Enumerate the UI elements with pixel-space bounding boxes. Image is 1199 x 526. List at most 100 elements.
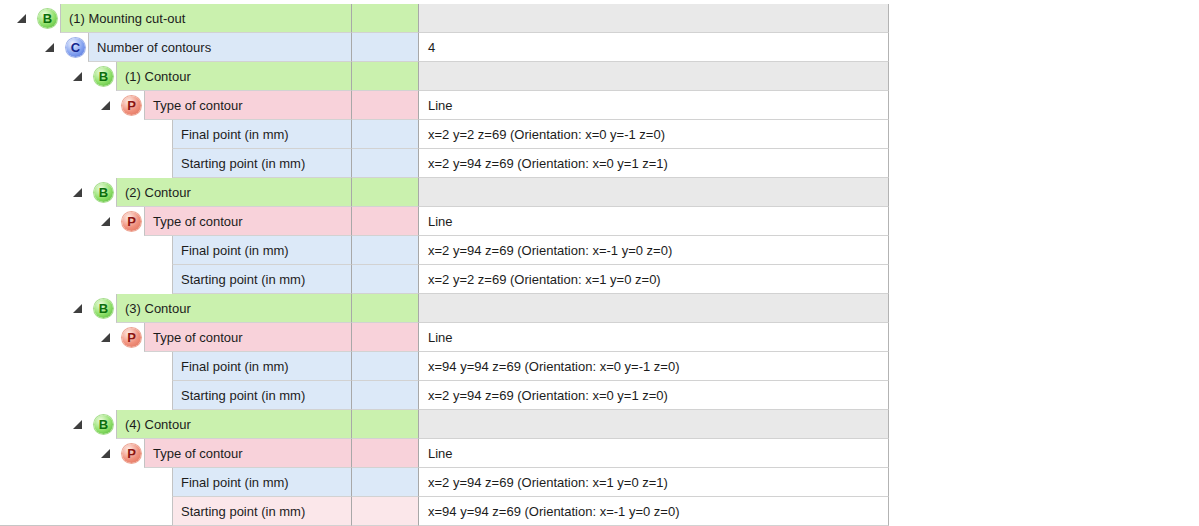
- b-badge-icon: B: [94, 183, 113, 202]
- property-value-cell[interactable]: x=2 y=2 z=69 (Orientation: x=0 y=-1 z=0): [419, 120, 889, 149]
- spacer-cell: [352, 4, 419, 33]
- property-label-cell[interactable]: Starting point (in mm): [172, 497, 352, 526]
- property-value-cell[interactable]: 4: [419, 33, 889, 62]
- property-label-cell[interactable]: Type of contour: [144, 207, 352, 236]
- expand-collapse-icon[interactable]: [73, 188, 82, 197]
- property-value-cell[interactable]: x=2 y=94 z=69 (Orientation: x=0 y=1 z=1): [419, 149, 889, 178]
- property-value-cell[interactable]: x=2 y=94 z=69 (Orientation: x=1 y=0 z=1): [419, 468, 889, 497]
- property-label-cell[interactable]: (4) Contour: [116, 410, 352, 439]
- tree-indent: [0, 381, 172, 410]
- property-value-cell[interactable]: x=94 y=94 z=69 (Orientation: x=-1 y=0 z=…: [419, 497, 889, 526]
- spacer-cell: [352, 120, 419, 149]
- p-badge-icon: P: [122, 212, 141, 231]
- property-label-cell[interactable]: Type of contour: [144, 323, 352, 352]
- tree-indent: B: [0, 4, 60, 33]
- spacer-cell: [352, 149, 419, 178]
- tree-row: P Type of contour Line: [0, 323, 889, 352]
- tree-row: B (4) Contour: [0, 410, 889, 439]
- property-label-cell[interactable]: Final point (in mm): [172, 120, 352, 149]
- spacer-cell: [352, 33, 419, 62]
- property-value-cell[interactable]: x=2 y=2 z=69 (Orientation: x=1 y=0 z=0): [419, 265, 889, 294]
- tree-row: Final point (in mm) x=2 y=2 z=69 (Orient…: [0, 120, 889, 149]
- spacer-cell: [352, 352, 419, 381]
- tree-indent: P: [0, 323, 144, 352]
- property-label-cell[interactable]: Type of contour: [144, 91, 352, 120]
- spacer-cell: [352, 323, 419, 352]
- property-label-cell[interactable]: Type of contour: [144, 439, 352, 468]
- property-label-cell[interactable]: (1) Mounting cut-out: [60, 4, 352, 33]
- property-value-cell[interactable]: x=94 y=94 z=69 (Orientation: x=0 y=-1 z=…: [419, 352, 889, 381]
- tree-row: P Type of contour Line: [0, 91, 889, 120]
- expand-collapse-icon[interactable]: [73, 72, 82, 81]
- tree-row: B (2) Contour: [0, 178, 889, 207]
- tree-row: B (1) Contour: [0, 62, 889, 91]
- tree-indent: B: [0, 62, 116, 91]
- tree-indent: [0, 120, 172, 149]
- property-label-cell[interactable]: (3) Contour: [116, 294, 352, 323]
- tree-indent: C: [0, 33, 88, 62]
- property-value-cell[interactable]: [419, 294, 889, 323]
- property-value-cell[interactable]: Line: [419, 207, 889, 236]
- tree-indent: B: [0, 410, 116, 439]
- property-value-cell[interactable]: [419, 62, 889, 91]
- b-badge-icon: B: [94, 415, 113, 434]
- property-label-cell[interactable]: Final point (in mm): [172, 352, 352, 381]
- property-label-cell[interactable]: Final point (in mm): [172, 468, 352, 497]
- tree-row: Final point (in mm) x=2 y=94 z=69 (Orien…: [0, 236, 889, 265]
- property-tree-table: B (1) Mounting cut-out C Number of conto…: [0, 0, 889, 526]
- tree-row: Starting point (in mm) x=94 y=94 z=69 (O…: [0, 497, 889, 526]
- tree-row: B (1) Mounting cut-out: [0, 4, 889, 33]
- property-value-cell[interactable]: x=2 y=94 z=69 (Orientation: x=0 y=1 z=0): [419, 381, 889, 410]
- spacer-cell: [352, 207, 419, 236]
- property-value-cell[interactable]: [419, 410, 889, 439]
- property-label-cell[interactable]: (2) Contour: [116, 178, 352, 207]
- spacer-cell: [352, 236, 419, 265]
- expand-collapse-icon[interactable]: [101, 333, 110, 342]
- tree-indent: [0, 497, 172, 526]
- tree-row: Starting point (in mm) x=2 y=94 z=69 (Or…: [0, 149, 889, 178]
- tree-row: P Type of contour Line: [0, 439, 889, 468]
- spacer-cell: [352, 91, 419, 120]
- spacer-cell: [352, 439, 419, 468]
- expand-collapse-icon[interactable]: [73, 420, 82, 429]
- tree-row: P Type of contour Line: [0, 207, 889, 236]
- tree-row: C Number of contours 4: [0, 33, 889, 62]
- property-label-cell[interactable]: Starting point (in mm): [172, 149, 352, 178]
- tree-indent: [0, 236, 172, 265]
- expand-collapse-icon[interactable]: [101, 217, 110, 226]
- spacer-cell: [352, 381, 419, 410]
- tree-indent: P: [0, 91, 144, 120]
- property-label-cell[interactable]: (1) Contour: [116, 62, 352, 91]
- property-label-cell[interactable]: Number of contours: [88, 33, 352, 62]
- property-value-cell[interactable]: Line: [419, 323, 889, 352]
- property-label-cell[interactable]: Starting point (in mm): [172, 381, 352, 410]
- tree-indent: [0, 265, 172, 294]
- tree-indent: P: [0, 439, 144, 468]
- property-value-cell[interactable]: Line: [419, 91, 889, 120]
- expand-collapse-icon[interactable]: [101, 101, 110, 110]
- expand-collapse-icon[interactable]: [17, 14, 26, 23]
- tree-indent: [0, 149, 172, 178]
- spacer-cell: [352, 468, 419, 497]
- p-badge-icon: P: [122, 444, 141, 463]
- tree-indent: B: [0, 294, 116, 323]
- property-value-cell[interactable]: [419, 178, 889, 207]
- tree-row: Starting point (in mm) x=2 y=2 z=69 (Ori…: [0, 265, 889, 294]
- property-value-cell[interactable]: [419, 4, 889, 33]
- tree-row: Starting point (in mm) x=2 y=94 z=69 (Or…: [0, 381, 889, 410]
- spacer-cell: [352, 62, 419, 91]
- property-value-cell[interactable]: x=2 y=94 z=69 (Orientation: x=-1 y=0 z=0…: [419, 236, 889, 265]
- tree-row: Final point (in mm) x=2 y=94 z=69 (Orien…: [0, 468, 889, 497]
- expand-collapse-icon[interactable]: [101, 449, 110, 458]
- expand-collapse-icon[interactable]: [73, 304, 82, 313]
- b-badge-icon: B: [94, 67, 113, 86]
- tree-row: B (3) Contour: [0, 294, 889, 323]
- spacer-cell: [352, 410, 419, 439]
- property-label-cell[interactable]: Starting point (in mm): [172, 265, 352, 294]
- tree-row: Final point (in mm) x=94 y=94 z=69 (Orie…: [0, 352, 889, 381]
- tree-indent: P: [0, 207, 144, 236]
- expand-collapse-icon[interactable]: [45, 43, 54, 52]
- property-value-cell[interactable]: Line: [419, 439, 889, 468]
- property-label-cell[interactable]: Final point (in mm): [172, 236, 352, 265]
- spacer-cell: [352, 497, 419, 526]
